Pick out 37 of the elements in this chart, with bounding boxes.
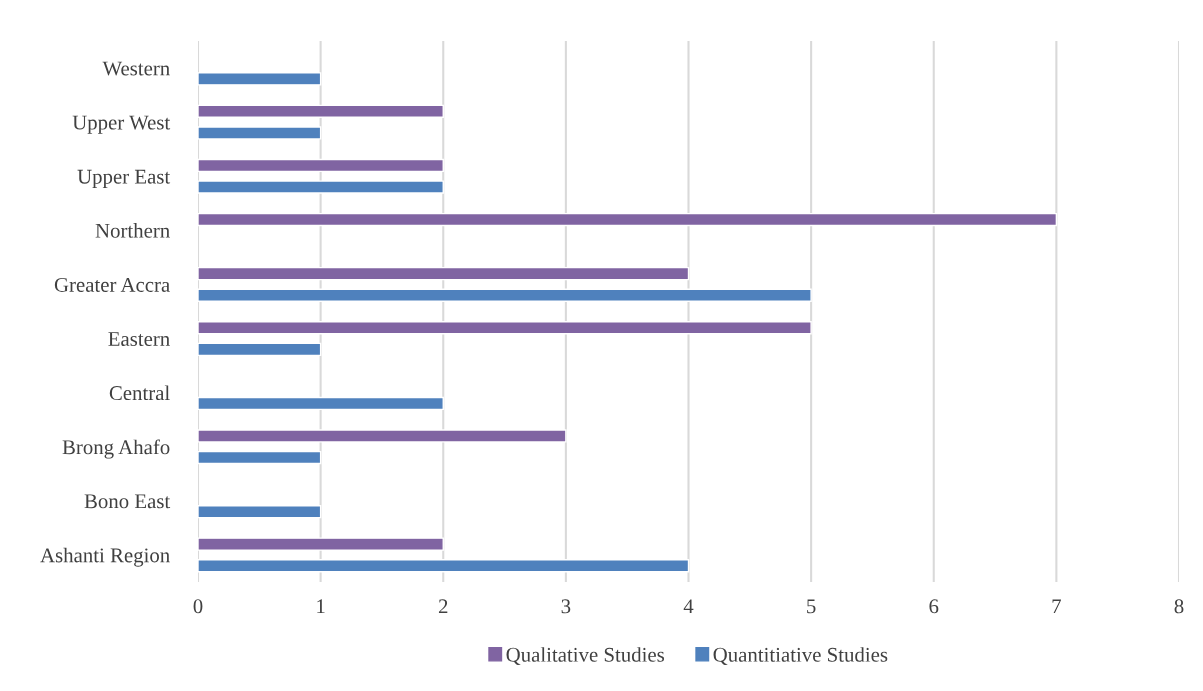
x-tick-label: 6 xyxy=(929,599,939,614)
bar xyxy=(198,559,690,573)
bar xyxy=(198,396,444,411)
y-tick-label: Greater Accra xyxy=(54,277,170,292)
bar xyxy=(198,158,444,173)
bar xyxy=(198,180,444,194)
bar xyxy=(198,266,690,281)
x-tick-label: 4 xyxy=(683,599,694,614)
bar xyxy=(198,321,812,335)
x-tick-label: 2 xyxy=(438,599,448,614)
bar xyxy=(198,104,444,118)
x-tick-label: 1 xyxy=(317,599,325,614)
y-tick-label: Eastern xyxy=(108,332,170,346)
y-tick-label: Northern xyxy=(95,223,170,238)
x-tick-label: 0 xyxy=(193,599,203,614)
y-tick-label: Western xyxy=(102,61,170,76)
x-tick-label: 3 xyxy=(561,599,571,614)
x-tick-label: 8 xyxy=(1174,599,1184,614)
bar xyxy=(198,429,567,443)
y-tick-label: Brong Ahafo xyxy=(62,439,170,459)
x-tick-label: 7 xyxy=(1052,599,1061,614)
y-tick-label: Ashanti Region xyxy=(40,547,170,567)
bar xyxy=(198,72,322,86)
bar xyxy=(198,450,322,465)
legend-label: Quantitiative Studies xyxy=(713,647,888,665)
y-tick-label: Bono East xyxy=(84,494,171,509)
bar xyxy=(198,537,444,551)
bar xyxy=(198,126,322,140)
bar xyxy=(198,288,812,302)
legend-label: Qualitative Studies xyxy=(506,647,665,665)
y-tick-label: Upper West xyxy=(72,115,171,134)
bar xyxy=(198,212,1058,227)
x-tick-label: 5 xyxy=(807,599,816,614)
bar xyxy=(198,342,322,357)
bar xyxy=(198,505,322,519)
y-tick-label: Upper East xyxy=(77,169,171,188)
y-tick-label: Central xyxy=(109,385,170,401)
